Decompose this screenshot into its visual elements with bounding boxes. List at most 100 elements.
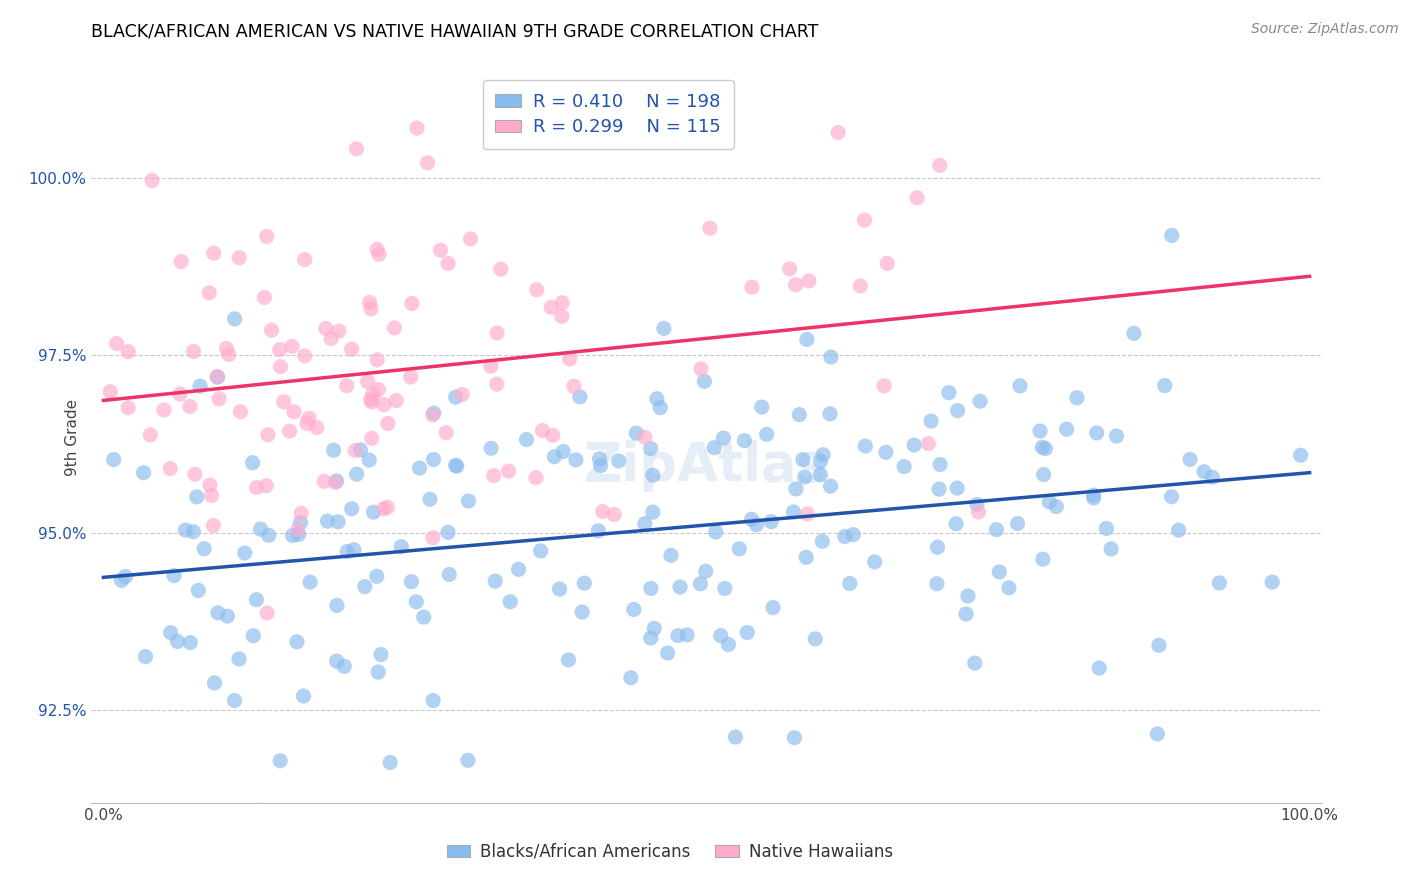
Point [946,481,969,495]
Point [217,609,239,624]
Point [558,351,581,366]
Point [1007,516,1029,531]
Point [114,569,136,583]
Point [382,321,405,335]
Point [588,451,610,466]
Point [422,531,444,545]
Point [875,445,897,459]
Point [292,689,315,703]
Point [299,575,322,590]
Point [446,459,468,474]
Point [796,332,818,346]
Point [290,506,312,520]
Point [946,403,969,417]
Point [257,528,280,542]
Point [998,581,1021,595]
Point [457,494,479,508]
Point [849,279,872,293]
Text: Source: ZipAtlas.com: Source: ZipAtlas.com [1251,22,1399,37]
Point [117,344,139,359]
Point [657,646,679,660]
Point [360,395,382,409]
Point [290,516,312,530]
Point [224,311,246,326]
Point [163,568,186,582]
Point [208,392,231,406]
Point [620,671,643,685]
Point [141,173,163,187]
Point [419,492,441,507]
Point [198,478,221,492]
Point [689,576,711,591]
Point [229,405,252,419]
Point [294,252,316,267]
Point [553,444,575,458]
Point [412,610,434,624]
Point [574,576,596,591]
Point [755,427,778,442]
Point [1083,488,1105,502]
Point [359,453,381,467]
Point [640,582,662,596]
Point [256,606,278,620]
Point [927,540,949,554]
Point [703,441,725,455]
Point [186,490,208,504]
Point [460,232,482,246]
Point [551,295,574,310]
Point [1032,552,1054,566]
Point [134,649,156,664]
Point [1105,429,1128,443]
Point [110,574,132,588]
Point [245,592,267,607]
Point [360,301,382,316]
Point [733,434,755,448]
Point [695,564,717,578]
Point [479,442,502,456]
Point [389,540,412,554]
Point [1208,576,1230,591]
Point [139,427,162,442]
Point [260,323,283,337]
Point [482,468,505,483]
Point [1032,467,1054,482]
Point [179,400,201,414]
Point [174,523,197,537]
Point [451,387,474,401]
Point [422,693,444,707]
Point [346,142,368,156]
Point [903,438,925,452]
Text: BLACK/AFRICAN AMERICAN VS NATIVE HAWAIIAN 9TH GRADE CORRELATION CHART: BLACK/AFRICAN AMERICAN VS NATIVE HAWAIIA… [91,22,818,40]
Point [295,417,318,431]
Point [650,401,672,415]
Point [1147,638,1170,652]
Point [325,475,347,490]
Point [955,607,977,621]
Point [98,384,121,399]
Point [929,458,952,472]
Point [228,251,250,265]
Point [988,565,1011,579]
Point [287,523,309,537]
Point [249,522,271,536]
Point [793,470,815,484]
Point [714,582,737,596]
Point [183,344,205,359]
Point [356,375,378,389]
Point [273,394,295,409]
Point [401,574,423,589]
Point [344,443,367,458]
Point [1031,440,1053,454]
Point [184,467,207,482]
Point [853,213,876,227]
Point [181,524,204,539]
Point [103,452,125,467]
Point [808,467,831,482]
Point [484,574,506,588]
Point [408,461,430,475]
Point [1122,326,1144,341]
Point [589,458,612,473]
Point [401,296,423,310]
Point [531,424,554,438]
Point [641,468,664,483]
